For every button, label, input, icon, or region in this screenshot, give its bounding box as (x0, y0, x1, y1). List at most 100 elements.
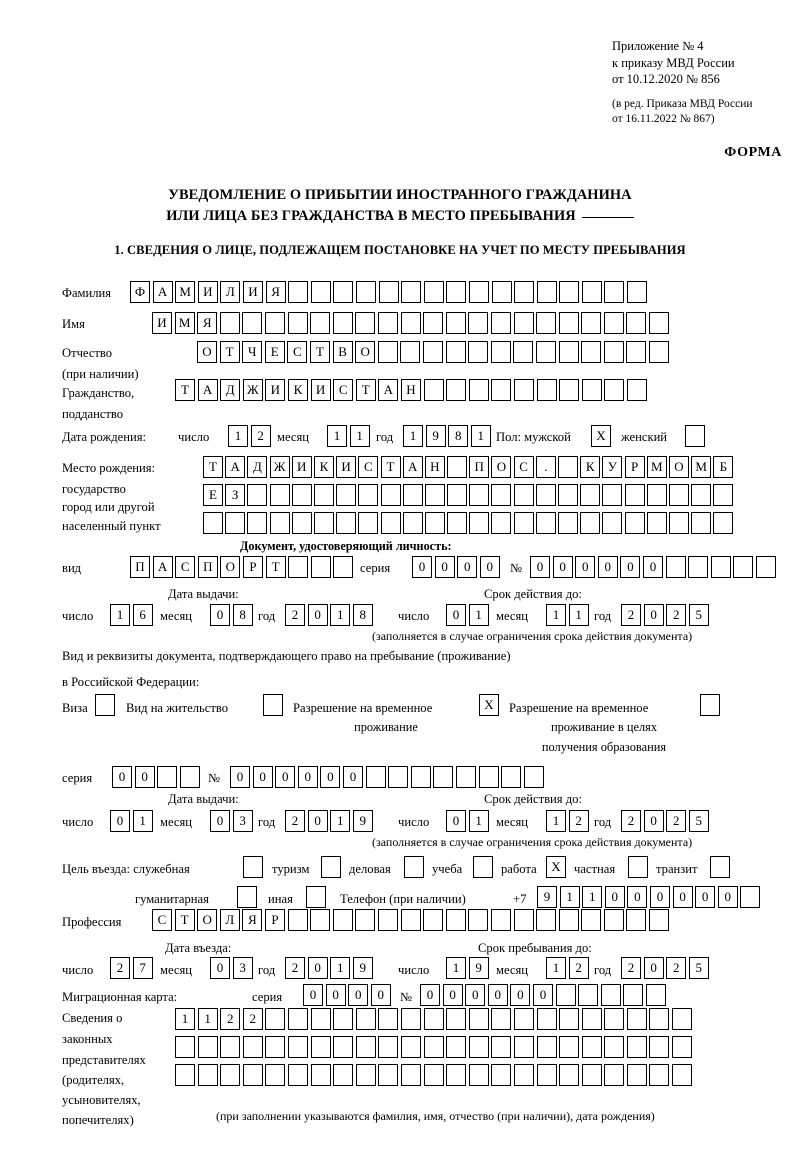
char-cell[interactable]: 1 (228, 425, 248, 447)
char-cell[interactable] (603, 341, 624, 363)
char-cell[interactable] (424, 512, 445, 534)
char-cell[interactable]: 1 (546, 604, 566, 626)
char-cell[interactable]: М (175, 281, 196, 303)
char-cell[interactable] (491, 1008, 512, 1030)
char-cell[interactable]: 1 (446, 957, 466, 979)
char-cell[interactable] (490, 909, 511, 931)
char-cell[interactable]: Л (219, 909, 240, 931)
char-cell[interactable]: С (152, 909, 172, 931)
char-cell[interactable]: 7 (132, 957, 153, 979)
char-cell[interactable]: 0 (620, 556, 641, 578)
char-cell[interactable] (445, 341, 466, 363)
char-cell[interactable] (242, 312, 263, 334)
birth-place-row-3-cells[interactable] (203, 512, 736, 534)
char-cell[interactable]: 0 (643, 957, 664, 979)
char-cell[interactable]: 0 (230, 766, 250, 788)
char-cell[interactable]: 0 (134, 766, 155, 788)
char-cell[interactable]: Ч (242, 341, 263, 363)
char-cell[interactable] (513, 909, 534, 931)
char-cell[interactable]: Д (220, 379, 241, 401)
char-cell[interactable] (672, 1064, 693, 1086)
char-cell[interactable] (269, 484, 290, 506)
char-cell[interactable]: А (152, 556, 173, 578)
char-cell[interactable] (377, 341, 398, 363)
char-cell[interactable] (602, 512, 623, 534)
purpose-official-checkbox[interactable] (243, 856, 263, 878)
legal-rep-row-2-cells[interactable] (175, 1036, 693, 1058)
char-cell[interactable] (559, 379, 580, 401)
char-cell[interactable]: 1 (330, 810, 351, 832)
char-cell[interactable] (380, 512, 401, 534)
char-cell[interactable]: М (174, 312, 195, 334)
char-cell[interactable] (490, 341, 511, 363)
char-cell[interactable] (424, 484, 445, 506)
char-cell[interactable] (649, 1036, 670, 1058)
char-cell[interactable] (333, 281, 354, 303)
purpose-transit-checkbox[interactable] (710, 856, 730, 878)
char-cell[interactable] (455, 766, 476, 788)
char-cell[interactable] (691, 512, 712, 534)
char-cell[interactable] (333, 1064, 354, 1086)
char-cell[interactable]: Р (264, 909, 285, 931)
char-cell[interactable]: 0 (530, 556, 550, 578)
char-cell[interactable]: А (197, 379, 218, 401)
char-cell[interactable]: Т (219, 341, 240, 363)
char-cell[interactable] (559, 1036, 580, 1058)
char-cell[interactable] (203, 512, 223, 534)
char-cell[interactable]: 3 (232, 810, 253, 832)
char-cell[interactable] (446, 379, 467, 401)
char-cell[interactable]: 1 (468, 604, 489, 626)
char-cell[interactable] (287, 1064, 308, 1086)
char-cell[interactable]: 0 (604, 886, 625, 908)
char-cell[interactable]: 1 (197, 1008, 218, 1030)
char-cell[interactable] (310, 312, 331, 334)
char-cell[interactable] (447, 484, 468, 506)
char-cell[interactable] (355, 909, 376, 931)
char-cell[interactable]: И (197, 281, 218, 303)
char-cell[interactable]: Т (203, 456, 223, 478)
char-cell[interactable]: 1 (349, 425, 370, 447)
char-cell[interactable] (310, 1008, 331, 1030)
char-cell[interactable]: А (225, 456, 246, 478)
char-cell[interactable] (649, 312, 670, 334)
char-cell[interactable] (287, 1036, 308, 1058)
char-cell[interactable]: С (513, 456, 534, 478)
char-cell[interactable] (513, 1036, 534, 1058)
char-cell[interactable]: 5 (688, 957, 709, 979)
sex-male-checkbox[interactable]: X (591, 425, 611, 447)
char-cell[interactable] (558, 512, 578, 534)
char-cell[interactable]: И (336, 456, 357, 478)
char-cell[interactable] (468, 1036, 489, 1058)
char-cell[interactable] (377, 312, 398, 334)
char-cell[interactable] (558, 312, 579, 334)
char-cell[interactable]: 0 (348, 984, 369, 1006)
char-cell[interactable] (400, 1064, 421, 1086)
char-cell[interactable]: Е (264, 341, 285, 363)
char-cell[interactable]: А (378, 379, 399, 401)
char-cell[interactable] (332, 909, 353, 931)
char-cell[interactable] (447, 456, 468, 478)
char-cell[interactable] (242, 1036, 263, 1058)
char-cell[interactable]: 1 (546, 810, 566, 832)
char-cell[interactable] (624, 484, 645, 506)
char-cell[interactable] (287, 909, 308, 931)
char-cell[interactable]: 2 (285, 810, 305, 832)
char-cell[interactable] (535, 341, 556, 363)
char-cell[interactable]: 1 (132, 810, 153, 832)
char-cell[interactable] (423, 281, 444, 303)
char-cell[interactable] (581, 312, 602, 334)
char-cell[interactable] (600, 984, 621, 1006)
char-cell[interactable] (265, 1008, 286, 1030)
char-cell[interactable] (447, 512, 468, 534)
char-cell[interactable]: 0 (510, 984, 531, 1006)
char-cell[interactable] (291, 512, 312, 534)
char-cell[interactable]: 0 (465, 984, 486, 1006)
char-cell[interactable]: 5 (688, 810, 709, 832)
